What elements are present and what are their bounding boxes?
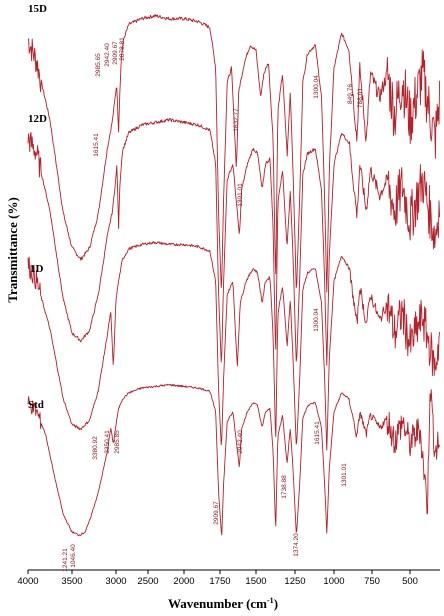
x-tick-label: 3500: [61, 576, 82, 587]
peak-labels: 2985.65 2942.40 2909.67 2878.811632.771300.…: [62, 37, 364, 572]
x-axis-title-superscript: -1: [267, 596, 274, 605]
x-tick-label: 750: [364, 576, 380, 587]
x-tick-label: 1250: [284, 576, 305, 587]
x-tick-label: 4000: [17, 576, 38, 587]
x-tick-label: 3000: [105, 576, 126, 587]
x-tick-label: 1750: [209, 576, 230, 587]
sample-labels: 15D 12D 1D Std: [28, 3, 47, 411]
peak-label: 3380.92: [92, 436, 99, 460]
y-axis-title: Transmittance (%): [5, 197, 20, 303]
peak-label: 1046.40: [70, 544, 77, 568]
peak-label: 2985.65: [95, 53, 102, 77]
peak-label: 2878.81: [119, 37, 126, 61]
peak-label: 1301.01: [237, 183, 244, 207]
peak-label: 2985.85: [114, 430, 121, 454]
peak-label: 1300.04: [313, 308, 320, 332]
x-axis-title: Wavenumber (cm-1): [168, 596, 278, 611]
peak-label: 1301.01: [341, 463, 348, 487]
sample-label-std: Std: [28, 399, 44, 411]
x-axis-ticks: 4000 3500 3000 2500 2000 1750 1500 1250 1000 750 5…: [17, 570, 418, 587]
peak-label: 2942.40: [104, 43, 111, 67]
peak-label: 3350.41: [104, 430, 111, 454]
spectrum-line-15d: [27, 14, 441, 293]
peak-label: 849.76: [347, 84, 354, 104]
peak-label: 1738.88: [281, 475, 288, 499]
peak-label: 1241.21: [62, 548, 69, 572]
peak-label: 2909.67: [213, 501, 220, 525]
peak-label: 788.01: [357, 88, 364, 108]
sample-label-15d: 15D: [28, 3, 47, 15]
peak-label: 1632.77: [233, 108, 240, 132]
spectrum-line-1d: [27, 241, 441, 451]
x-tick-label: 2000: [173, 576, 194, 587]
x-tick-label: 2500: [137, 576, 158, 587]
x-axis-title-close: ): [274, 596, 278, 611]
x-tick-label: 500: [402, 576, 418, 587]
peak-label: 2942.40: [237, 430, 244, 454]
spectra-traces: [27, 14, 441, 537]
peak-label: 1374.20: [293, 533, 300, 557]
x-tick-label: 1000: [323, 576, 344, 587]
peak-label: 1300.04: [313, 75, 320, 99]
peak-label: 1615.41: [93, 133, 100, 157]
peak-label: 2909.67: [112, 41, 119, 65]
sample-label-12d: 12D: [28, 113, 47, 125]
sample-label-1d: 1D: [30, 263, 44, 275]
x-axis-title-text: Wavenumber (cm: [168, 596, 267, 611]
peak-label: 1615.41: [314, 421, 321, 445]
x-tick-label: 1500: [245, 576, 266, 587]
spectrum-line-12d: [27, 117, 441, 366]
spectrum-line-std: [27, 383, 441, 537]
